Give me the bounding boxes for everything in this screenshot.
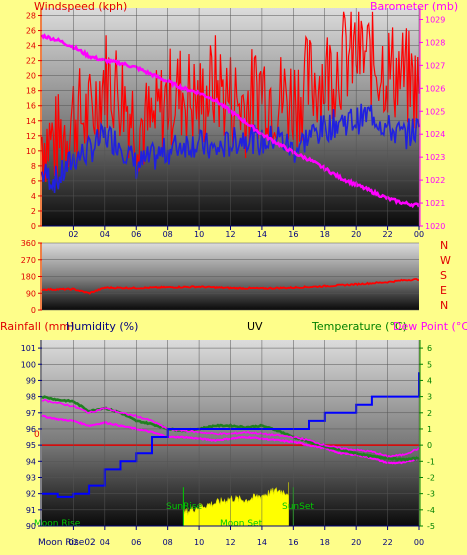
temperature-tick-label: -2: [427, 473, 435, 482]
wind-tick-label: 26: [26, 27, 36, 36]
x3-tick-label: 22: [382, 538, 392, 547]
x3-tick-label: 08: [163, 538, 173, 547]
humidity-tick-label: 95: [26, 441, 36, 450]
wind-tick-label: 20: [26, 72, 36, 81]
compass-label: W: [440, 254, 451, 267]
wind-tick-label: 0: [31, 222, 36, 231]
temperature-tick-label: 5: [427, 360, 432, 369]
temperature-tick-label: 4: [427, 376, 432, 385]
temperature-axis-title: Temperature (°C): [311, 320, 407, 333]
barometer-tick-label: 1021: [425, 199, 445, 208]
wind-tick-label: 6: [31, 177, 36, 186]
rain-zero-label: 0: [34, 430, 40, 440]
barometer-tick-label: 1028: [425, 38, 445, 47]
barometer-tick-label: 1026: [425, 84, 445, 93]
wind-tick-label: 24: [26, 42, 36, 51]
x3-tick-label: 12: [225, 538, 235, 547]
wind-tick-label: 22: [26, 57, 36, 66]
sunset-label: SunSet: [282, 502, 314, 512]
barometer-tick-label: 1027: [425, 61, 445, 70]
wind-tick-label: 2: [31, 207, 36, 216]
x-footer-label: Moon Rise02: [38, 538, 96, 548]
humidity-tick-label: 94: [26, 457, 36, 466]
barometer-tick-label: 1023: [425, 153, 445, 162]
barometer-tick-label: 1022: [425, 176, 445, 185]
x1-tick-label: 12: [225, 230, 235, 239]
x3-tick-label: 14: [257, 538, 267, 547]
wind-tick-label: 14: [26, 117, 36, 126]
direction-tick-label: 0: [31, 306, 36, 315]
temperature-tick-label: -4: [427, 506, 435, 515]
wind-tick-label: 28: [26, 12, 36, 21]
x1-tick-label: 14: [257, 230, 267, 239]
uv-axis-title: UV: [247, 320, 263, 333]
humidity-tick-label: 96: [26, 425, 36, 434]
humidity-tick-label: 97: [26, 409, 36, 418]
temperature-tick-label: 6: [427, 344, 432, 353]
x1-tick-label: 20: [351, 230, 361, 239]
x1-tick-label: 04: [100, 230, 110, 239]
compass-label: S: [440, 269, 447, 282]
temperature-tick-label: -3: [427, 490, 435, 499]
moon-rise-label: Moon Rise: [34, 519, 81, 529]
x1-tick-label: 00: [414, 230, 424, 239]
compass-label: N: [440, 239, 448, 252]
barometer-axis-title: Barometer (mb): [370, 0, 458, 13]
wind-axis-title: Windspeed (kph): [34, 0, 127, 13]
x1-tick-label: 02: [68, 230, 78, 239]
x3-tick-label: 04: [100, 538, 110, 547]
direction-tick-label: 270: [21, 256, 36, 265]
humidity-tick-label: 98: [26, 393, 36, 402]
compass-label: E: [440, 284, 447, 297]
barometer-tick-label: 1025: [425, 107, 445, 116]
moon-set-label: Moon Set: [220, 519, 263, 529]
wind-tick-label: 10: [26, 147, 36, 156]
x1-tick-label: 16: [288, 230, 298, 239]
wind-tick-label: 18: [26, 87, 36, 96]
temperature-tick-label: 1: [427, 425, 432, 434]
humidity-tick-label: 91: [26, 506, 36, 515]
direction-tick-label: 90: [26, 289, 36, 298]
humidity-tick-label: 101: [21, 344, 36, 353]
humidity-tick-label: 99: [26, 376, 36, 385]
barometer-tick-label: 1020: [425, 222, 445, 231]
x1-tick-label: 18: [320, 230, 330, 239]
temperature-tick-label: -5: [427, 522, 435, 531]
temperature-tick-label: 2: [427, 409, 432, 418]
temperature-tick-label: 0: [427, 441, 432, 450]
wind-tick-label: 16: [26, 102, 36, 111]
x3-tick-label: 00: [414, 538, 424, 547]
x3-tick-label: 02: [68, 538, 78, 547]
barometer-tick-label: 1029: [425, 15, 445, 24]
x3-tick-label: 06: [131, 538, 141, 547]
humidity-tick-label: 100: [21, 360, 36, 369]
wind-tick-label: 12: [26, 132, 36, 141]
direction-tick-label: 360: [21, 239, 36, 248]
x1-tick-label: 06: [131, 230, 141, 239]
direction-tick-label: 180: [21, 273, 36, 282]
temperature-tick-label: -1: [427, 457, 435, 466]
sunrise-label: SunRise: [166, 502, 203, 512]
x1-tick-label: 08: [163, 230, 173, 239]
wind-tick-label: 4: [31, 192, 36, 201]
dewpoint-axis-title: Dew Point (°C): [393, 320, 467, 333]
temperature-tick-label: 3: [427, 393, 432, 402]
rainfall-axis-title: Rainfall (mm): [0, 320, 74, 333]
x1-tick-label: 10: [194, 230, 204, 239]
barometer-tick-label: 1024: [425, 130, 445, 139]
x3-tick-label: 20: [351, 538, 361, 547]
wind-direction-series: [41, 278, 419, 295]
x1-tick-label: 22: [382, 230, 392, 239]
x3-tick-label: 16: [288, 538, 298, 547]
compass-label: N: [440, 299, 448, 312]
uv-area-series: [183, 482, 289, 527]
humidity-tick-label: 90: [26, 522, 36, 531]
humidity-tick-label: 92: [26, 490, 36, 499]
humidity-tick-label: 93: [26, 473, 36, 482]
x3-tick-label: 18: [320, 538, 330, 547]
x3-tick-label: 10: [194, 538, 204, 547]
wind-tick-label: 8: [31, 162, 36, 171]
humidity-axis-title: Humidity (%): [66, 320, 138, 333]
